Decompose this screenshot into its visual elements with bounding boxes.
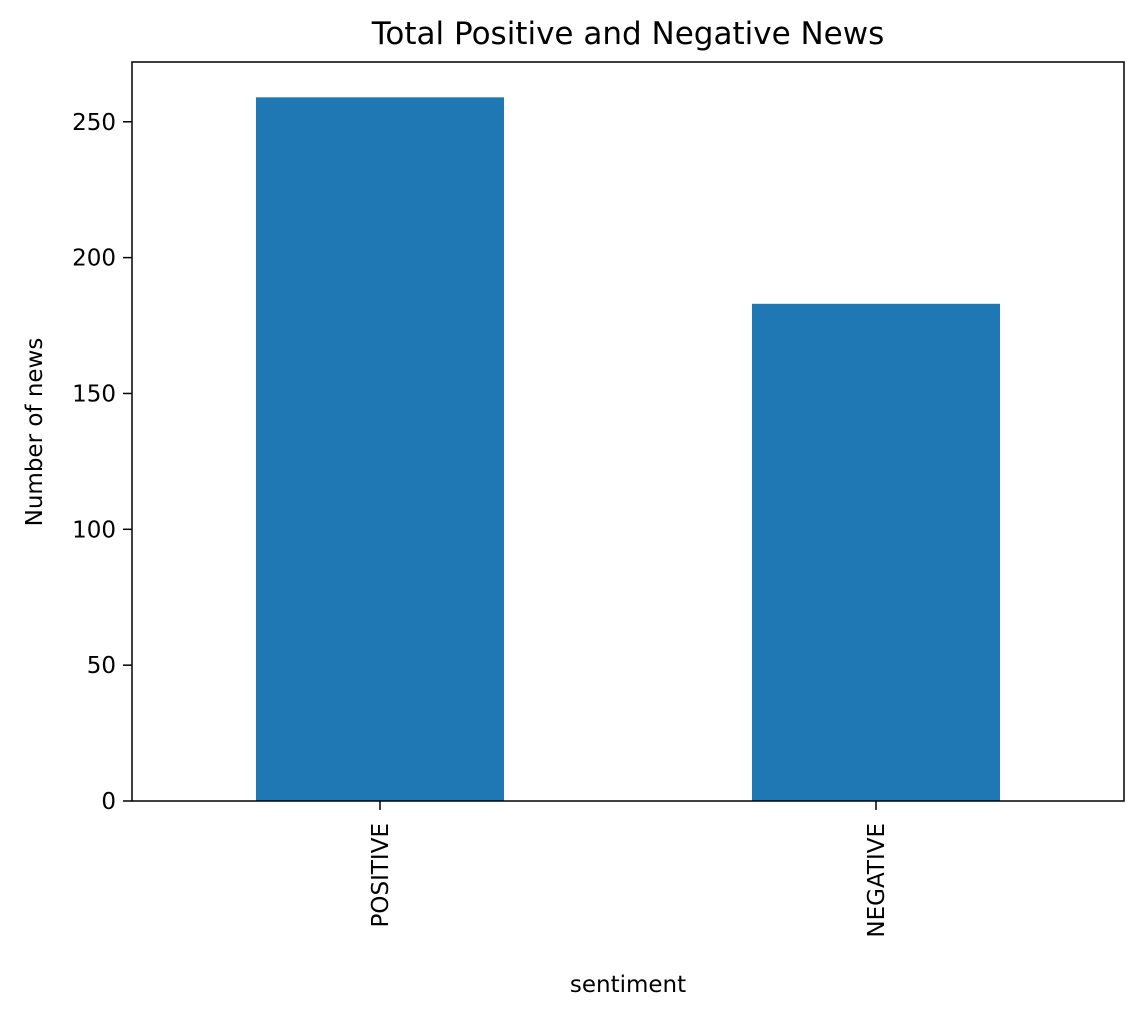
plot-frame (131, 61, 1125, 802)
x-tick-label: NEGATIVE (864, 823, 890, 938)
y-tick-label: 150 (72, 381, 116, 407)
y-axis-ticks: 0 50 100 150 200 250 (72, 110, 132, 815)
x-tick-label: POSITIVE (368, 823, 394, 927)
x-axis-label: sentiment (570, 972, 686, 998)
y-tick-label: 200 (72, 246, 116, 272)
y-tick-label: 250 (72, 110, 116, 136)
bars-group (256, 97, 1000, 802)
y-tick-label: 0 (101, 789, 116, 815)
x-axis-ticks: POSITIVE NEGATIVE (368, 801, 890, 938)
y-tick-label: 100 (72, 517, 116, 543)
chart-title: Total Positive and Negative News (371, 16, 885, 52)
y-axis-label: Number of news (22, 338, 48, 527)
y-tick-label: 50 (87, 653, 116, 679)
bar-positive (256, 97, 504, 802)
bar-negative (752, 303, 1000, 801)
